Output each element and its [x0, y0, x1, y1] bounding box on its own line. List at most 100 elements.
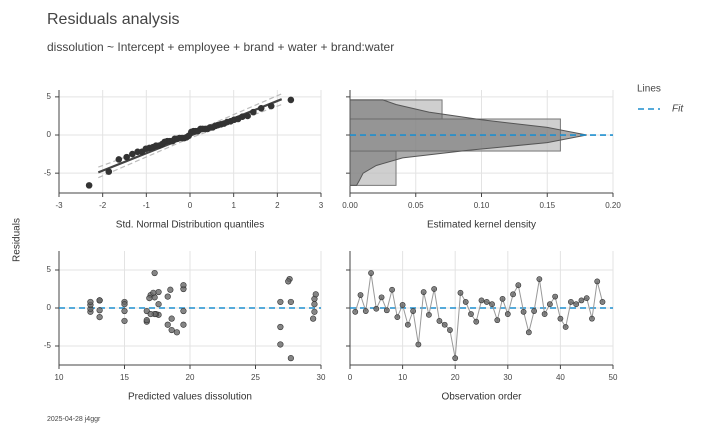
data-point: [589, 315, 595, 322]
data-point: [562, 324, 569, 330]
data-point: [494, 317, 501, 324]
y-tick-label: -5: [44, 341, 52, 350]
data-point: [250, 108, 257, 116]
data-point: [389, 286, 395, 293]
x-tick-label: 10: [55, 373, 64, 382]
x-axis-label: Predicted values dissolution: [128, 392, 252, 403]
data-point: [311, 308, 318, 315]
x-tick-label: 0.20: [605, 201, 621, 210]
legend-title: Lines: [637, 84, 661, 95]
x-tick-label: -2: [99, 201, 107, 210]
data-point: [541, 311, 548, 317]
data-point: [557, 315, 564, 322]
data-point: [277, 323, 284, 331]
x-tick-label: 20: [186, 373, 195, 382]
data-point: [468, 311, 474, 317]
data-point: [123, 153, 130, 161]
data-point: [96, 297, 103, 304]
data-point: [473, 318, 480, 325]
x-tick-label: 0.05: [408, 201, 424, 210]
data-point: [515, 282, 522, 289]
data-point: [447, 327, 453, 333]
data-point: [121, 317, 128, 325]
data-point: [180, 307, 187, 315]
data-point: [568, 299, 574, 305]
x-tick-label: 40: [556, 373, 565, 382]
data-point: [121, 301, 128, 308]
legend-label: Fit: [672, 104, 684, 115]
data-point: [362, 308, 369, 314]
y-axis-label: Residuals: [12, 218, 23, 262]
data-point: [151, 269, 158, 277]
data-point: [483, 299, 490, 305]
data-point: [267, 102, 275, 110]
x-tick-label: 0: [188, 201, 193, 210]
x-tick-label: 10: [398, 373, 407, 382]
y-tick-label: 0: [47, 130, 52, 139]
data-point: [520, 308, 527, 315]
data-point: [287, 298, 294, 306]
data-point: [146, 295, 153, 302]
x-tick-label: -1: [143, 201, 151, 210]
figure-subtitle: dissolution ~ Intercept + employee + bra…: [47, 40, 394, 54]
data-point: [164, 321, 171, 328]
data-point: [257, 105, 265, 112]
data-point: [525, 329, 532, 336]
data-point: [352, 308, 359, 315]
data-point: [121, 307, 128, 315]
y-tick-label: -5: [44, 168, 52, 177]
data-point: [573, 301, 580, 308]
data-point: [105, 168, 113, 175]
data-point: [394, 314, 401, 321]
data-point: [147, 310, 154, 318]
y-tick-label: 5: [47, 265, 52, 274]
figure-title: Residuals analysis: [47, 11, 180, 28]
data-point: [115, 156, 123, 163]
data-point: [489, 301, 495, 308]
data-point: [285, 278, 292, 285]
data-point: [312, 291, 319, 298]
data-point: [180, 321, 187, 328]
data-point: [311, 301, 318, 308]
data-point: [452, 355, 459, 362]
x-tick-label: 0: [348, 373, 353, 382]
data-point: [155, 288, 162, 296]
data-point: [383, 307, 390, 314]
x-tick-label: 50: [609, 373, 618, 382]
data-point: [457, 289, 464, 296]
data-point: [552, 293, 559, 300]
data-point: [277, 298, 284, 306]
x-tick-label: 20: [451, 373, 460, 382]
x-tick-label: 3: [319, 201, 324, 210]
data-point: [594, 278, 601, 285]
data-point: [546, 301, 553, 308]
data-point: [143, 317, 150, 324]
x-tick-label: 0.10: [474, 201, 490, 210]
data-point: [96, 314, 103, 321]
data-point: [164, 293, 171, 300]
x-tick-label: 30: [503, 373, 512, 382]
x-tick-label: 25: [251, 373, 260, 382]
data-point: [373, 305, 380, 312]
x-tick-label: 2: [275, 201, 280, 210]
x-tick-label: 15: [120, 373, 129, 382]
data-point: [583, 295, 590, 302]
data-point: [441, 321, 448, 328]
data-point: [150, 289, 157, 296]
data-point: [168, 326, 175, 334]
data-point: [404, 321, 411, 328]
data-point: [462, 299, 469, 305]
data-point: [96, 307, 103, 314]
data-point: [431, 286, 438, 292]
data-point: [531, 308, 537, 314]
caption: 2025-04-28 j4ggr: [47, 416, 101, 423]
data-point: [425, 311, 432, 318]
data-point: [378, 294, 385, 301]
data-point: [244, 112, 251, 120]
data-point: [415, 341, 422, 348]
data-point: [536, 276, 543, 283]
data-point: [167, 286, 174, 293]
data-point: [410, 308, 417, 314]
y-tick-label: 0: [47, 303, 52, 312]
data-point: [368, 270, 374, 276]
